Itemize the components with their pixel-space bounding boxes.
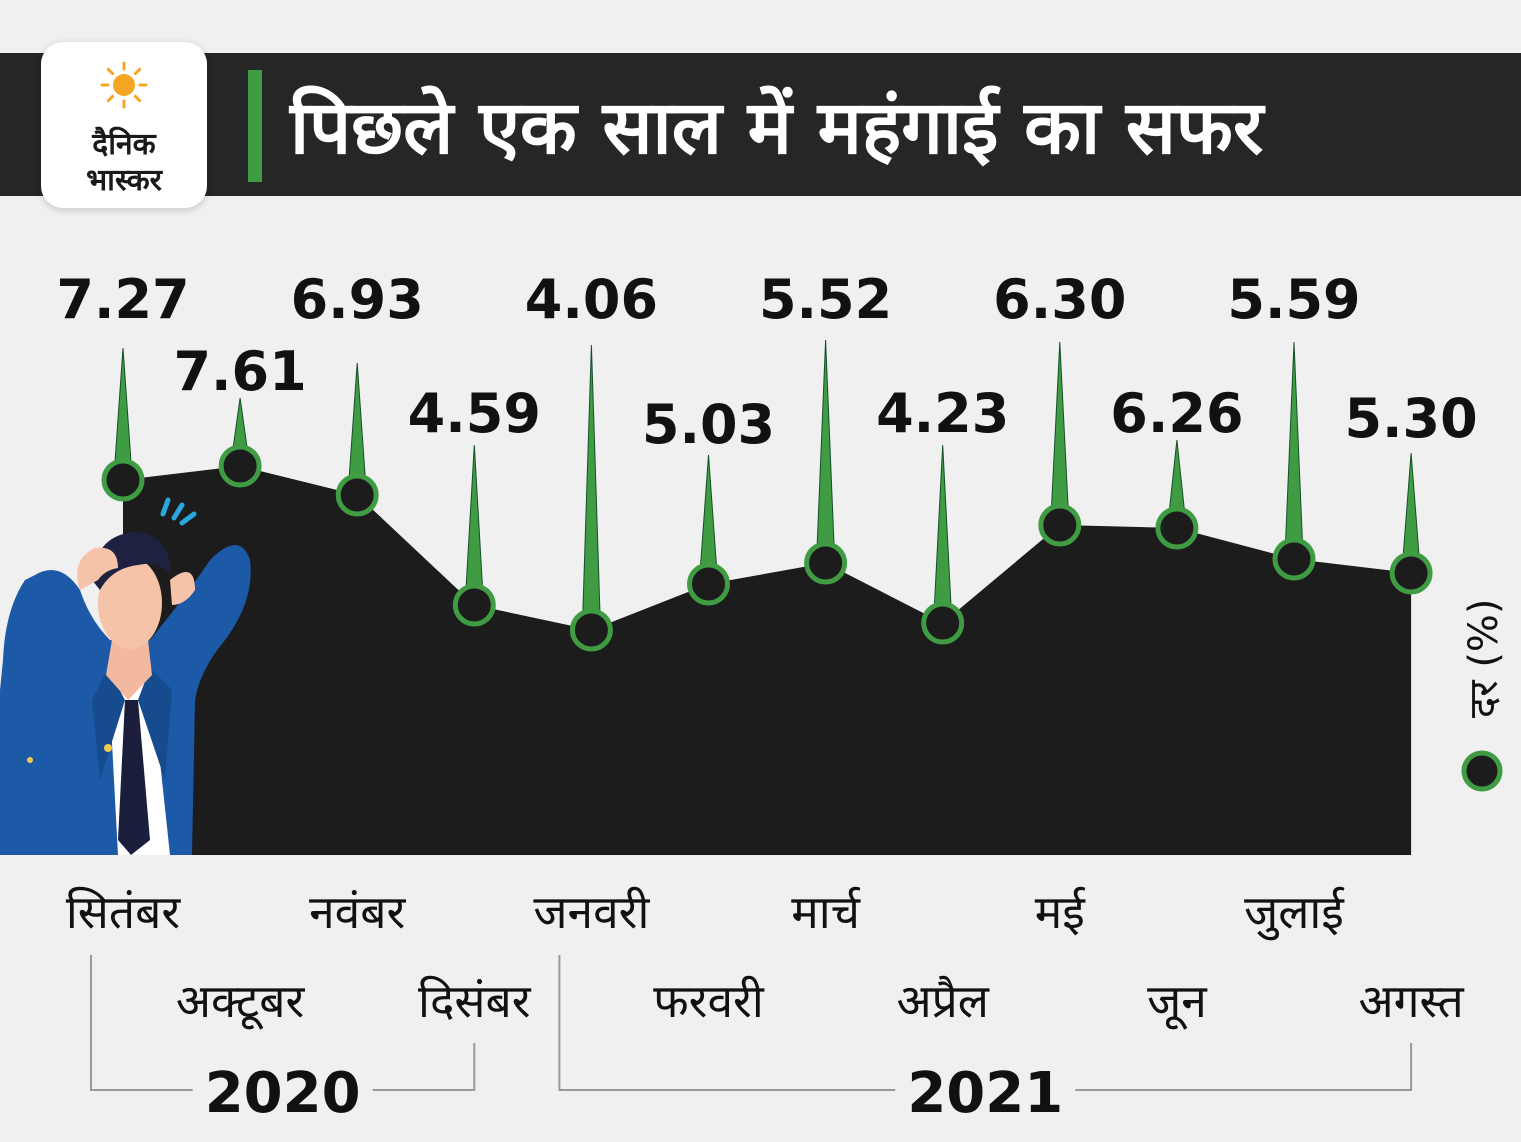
data-point-marker	[1272, 537, 1316, 581]
month-tick-label: जुलाई	[1244, 885, 1345, 941]
month-tick-label: अगस्त	[1359, 974, 1465, 1028]
month-tick-label: अक्टूबर	[176, 974, 306, 1030]
stressed-man-illustration	[0, 497, 251, 855]
data-point-marker	[804, 541, 848, 585]
logo-line-2: भास्कर	[86, 163, 162, 198]
data-value-label: 6.30	[993, 268, 1126, 331]
value-spikes	[113, 339, 1421, 627]
month-tick-label: जून	[1147, 974, 1208, 1030]
year-bracket	[90, 955, 476, 1091]
data-point-marker	[921, 601, 965, 645]
month-tick-label: मई	[1035, 885, 1087, 939]
data-point-marker	[101, 458, 145, 502]
data-value-label: 5.52	[759, 268, 892, 331]
value-spike	[347, 362, 367, 492]
year-bracket	[558, 955, 1413, 1091]
logo-line-1: दैनिक	[92, 127, 156, 162]
page-title: पिछले एक साल में महंगाई का सफर	[290, 85, 1264, 171]
month-tick-label: अप्रैल	[896, 974, 989, 1028]
data-point-marker	[569, 608, 613, 652]
year-label: 2020	[205, 1061, 361, 1126]
data-value-label: 7.27	[56, 268, 189, 331]
data-point-marker	[1038, 503, 1082, 547]
inflation-area	[123, 466, 1412, 855]
value-spike	[113, 347, 133, 477]
value-spike	[698, 454, 719, 581]
legend-label: दर (%)	[1461, 598, 1507, 718]
data-point-marker	[687, 562, 730, 606]
value-spike	[933, 444, 953, 620]
data-value-label: 4.06	[525, 268, 658, 331]
data-point-marker	[218, 444, 262, 488]
month-tick-label: फरवरी	[653, 974, 765, 1028]
year-label: 2021	[907, 1061, 1063, 1126]
data-value-label: 6.93	[291, 268, 424, 331]
data-value-label: 7.61	[173, 340, 306, 403]
value-labels: 7.27 7.61 6.93 4.59 4.06 5.03 5.52 4.23 6.30 6.26…	[56, 268, 1477, 456]
data-point-marker	[1389, 551, 1433, 595]
value-spike	[581, 344, 601, 627]
year-labels: 2020 2021	[205, 1061, 1063, 1126]
year-brackets	[90, 955, 1413, 1091]
data-markers	[101, 444, 1433, 652]
sun-icon	[100, 61, 148, 109]
data-point-marker	[1155, 506, 1199, 550]
month-tick-label: दिसंबर	[418, 974, 532, 1028]
title-accent-bar	[248, 70, 262, 182]
dainik-bhaskar-logo: दैनिक भास्कर	[41, 42, 207, 208]
data-value-label: 5.03	[642, 393, 775, 456]
data-value-label: 5.59	[1227, 268, 1360, 331]
value-spike	[464, 444, 484, 602]
legend-marker	[1461, 750, 1503, 792]
month-tick-label: सितंबर	[66, 885, 181, 939]
month-tick-label: नवंबर	[309, 885, 406, 939]
month-tick-label: मार्च	[791, 885, 861, 939]
data-value-label: 4.23	[876, 382, 1009, 445]
data-point-marker	[335, 473, 379, 517]
data-value-label: 5.30	[1344, 387, 1477, 450]
data-point-marker	[452, 583, 496, 627]
legend: दर (%)	[1461, 598, 1507, 792]
value-spike	[1050, 341, 1070, 522]
value-spike	[816, 339, 836, 560]
month-tick-label: जनवरी	[533, 885, 650, 939]
data-value-label: 4.59	[408, 382, 541, 445]
data-value-label: 6.26	[1110, 382, 1243, 445]
value-spike	[1284, 341, 1304, 556]
